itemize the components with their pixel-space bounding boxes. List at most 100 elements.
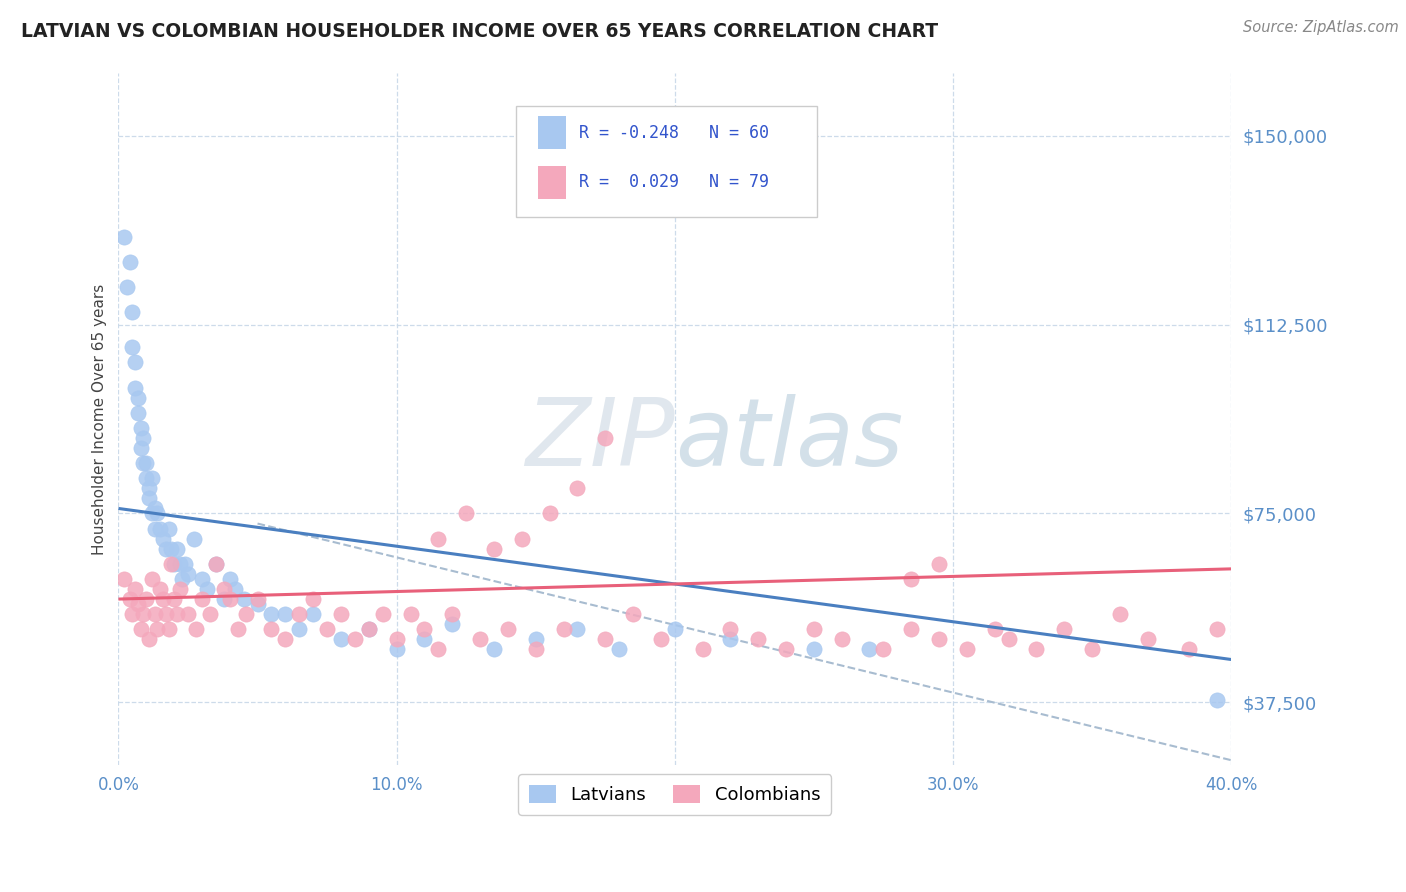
Text: Source: ZipAtlas.com: Source: ZipAtlas.com	[1243, 20, 1399, 35]
Point	[246, 592, 269, 607]
Point	[385, 632, 408, 647]
Point	[441, 607, 464, 622]
Point	[928, 557, 950, 571]
Point	[1108, 607, 1130, 622]
Point	[218, 572, 240, 586]
Point	[124, 582, 146, 596]
Y-axis label: Householder Income Over 65 years: Householder Income Over 65 years	[93, 284, 107, 555]
Point	[567, 622, 589, 636]
Point	[135, 592, 157, 607]
Point	[928, 632, 950, 647]
Point	[191, 572, 214, 586]
Point	[157, 522, 180, 536]
Point	[524, 642, 547, 657]
Point	[1136, 632, 1159, 647]
Point	[260, 622, 283, 636]
Point	[138, 481, 160, 495]
Text: R = -0.248   N = 60: R = -0.248 N = 60	[579, 123, 769, 142]
Point	[441, 617, 464, 632]
Point	[160, 541, 183, 556]
Point	[204, 557, 226, 571]
Point	[553, 622, 575, 636]
Point	[593, 632, 616, 647]
Point	[121, 305, 143, 319]
Point	[456, 507, 478, 521]
Point	[593, 431, 616, 445]
Point	[260, 607, 283, 622]
Point	[121, 340, 143, 354]
Point	[330, 632, 353, 647]
Point	[200, 607, 222, 622]
Point	[1053, 622, 1076, 636]
Point	[803, 642, 825, 657]
Point	[138, 632, 160, 647]
Point	[146, 622, 169, 636]
Point	[149, 522, 172, 536]
Point	[900, 572, 922, 586]
Point	[186, 622, 208, 636]
Point	[129, 421, 152, 435]
Point	[330, 607, 353, 622]
Point	[232, 592, 254, 607]
Point	[1025, 642, 1047, 657]
Legend: Latvians, Colombians: Latvians, Colombians	[519, 774, 831, 815]
Text: LATVIAN VS COLOMBIAN HOUSEHOLDER INCOME OVER 65 YEARS CORRELATION CHART: LATVIAN VS COLOMBIAN HOUSEHOLDER INCOME …	[21, 22, 938, 41]
Point	[197, 582, 219, 596]
Point	[288, 607, 311, 622]
Point	[664, 622, 686, 636]
Point	[775, 642, 797, 657]
Point	[183, 532, 205, 546]
Point	[718, 632, 741, 647]
Point	[132, 607, 155, 622]
Point	[172, 572, 194, 586]
Point	[177, 566, 200, 581]
Point	[650, 632, 672, 647]
Point	[482, 642, 505, 657]
Point	[129, 441, 152, 455]
Point	[129, 622, 152, 636]
Point	[357, 622, 380, 636]
Point	[357, 622, 380, 636]
Point	[343, 632, 366, 647]
Point	[413, 622, 436, 636]
Point	[1206, 622, 1229, 636]
Point	[166, 607, 188, 622]
Point	[288, 622, 311, 636]
Point	[112, 572, 135, 586]
Point	[169, 557, 191, 571]
Point	[127, 391, 149, 405]
Point	[803, 622, 825, 636]
FancyBboxPatch shape	[538, 166, 565, 199]
Point	[141, 572, 163, 586]
Text: ZIP: ZIP	[526, 394, 675, 485]
Point	[155, 607, 177, 622]
Point	[143, 501, 166, 516]
FancyBboxPatch shape	[538, 116, 565, 149]
Point	[831, 632, 853, 647]
Point	[872, 642, 894, 657]
Point	[956, 642, 979, 657]
Point	[155, 541, 177, 556]
Point	[163, 557, 186, 571]
Point	[718, 622, 741, 636]
Point	[983, 622, 1005, 636]
Point	[302, 607, 325, 622]
Point	[143, 607, 166, 622]
Point	[112, 229, 135, 244]
Point	[235, 607, 257, 622]
Point	[510, 532, 533, 546]
Point	[169, 582, 191, 596]
Point	[177, 607, 200, 622]
Point	[152, 532, 174, 546]
Point	[538, 507, 561, 521]
Point	[997, 632, 1019, 647]
Point	[132, 456, 155, 470]
Point	[692, 642, 714, 657]
Point	[138, 491, 160, 506]
Point	[160, 557, 183, 571]
Point	[212, 592, 235, 607]
Point	[900, 622, 922, 636]
Point	[274, 607, 297, 622]
Point	[166, 541, 188, 556]
Point	[482, 541, 505, 556]
